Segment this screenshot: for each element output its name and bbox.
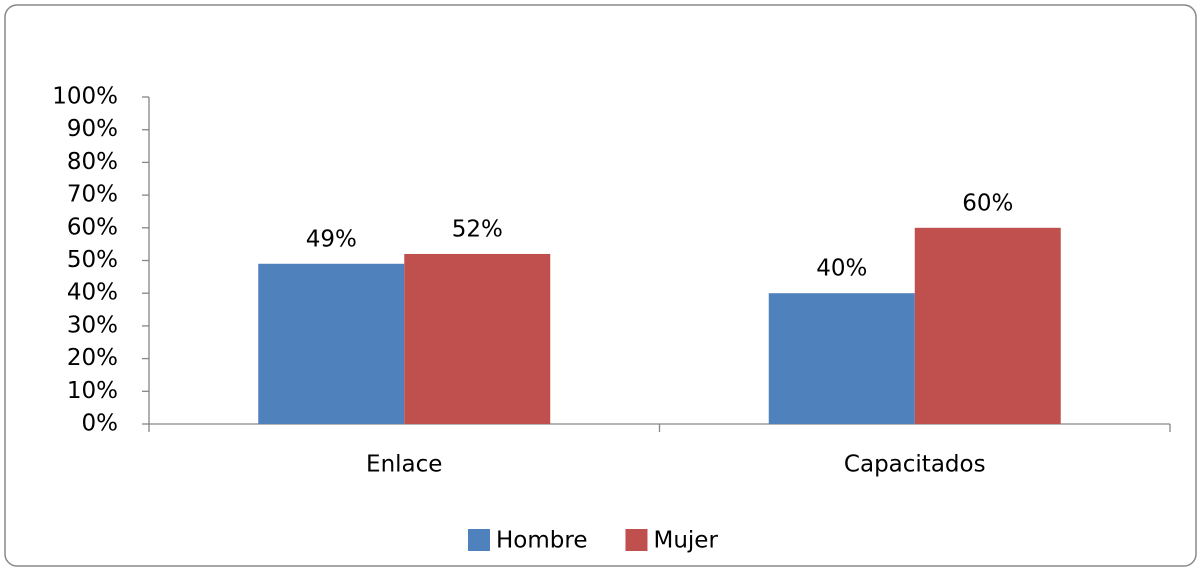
y-tick-label: 100% — [52, 84, 118, 110]
data-label: 49% — [306, 226, 357, 252]
x-tick-label: Capacitados — [844, 452, 986, 478]
x-tick-label: Enlace — [366, 452, 442, 478]
y-tick-label: 50% — [67, 247, 118, 273]
chart-frame — [4, 4, 1197, 567]
data-label: 60% — [962, 190, 1013, 216]
y-tick-label: 90% — [67, 116, 118, 142]
y-tick-label: 40% — [67, 280, 118, 306]
y-tick-label: 0% — [82, 411, 119, 437]
y-tick-label: 10% — [67, 378, 118, 404]
bar — [914, 227, 1061, 424]
legend-label: Hombre — [496, 528, 587, 554]
bar — [258, 263, 405, 424]
y-tick-label: 60% — [67, 214, 118, 240]
bar — [404, 253, 551, 424]
bar — [768, 293, 915, 424]
data-label: 40% — [816, 256, 867, 282]
data-label: 52% — [452, 216, 503, 242]
legend-swatch — [625, 529, 648, 551]
y-tick-label: 80% — [67, 149, 118, 175]
legend-label: Mujer — [653, 528, 718, 554]
y-tick-label: 30% — [67, 312, 118, 338]
y-tick-label: 20% — [67, 345, 118, 371]
y-tick-label: 70% — [67, 182, 118, 208]
legend-swatch — [468, 529, 490, 551]
